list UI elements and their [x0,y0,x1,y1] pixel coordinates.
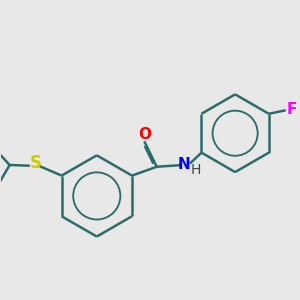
Text: H: H [190,163,201,177]
Text: F: F [287,102,297,117]
Text: N: N [178,157,190,172]
Text: S: S [30,154,42,172]
Text: O: O [138,128,151,142]
